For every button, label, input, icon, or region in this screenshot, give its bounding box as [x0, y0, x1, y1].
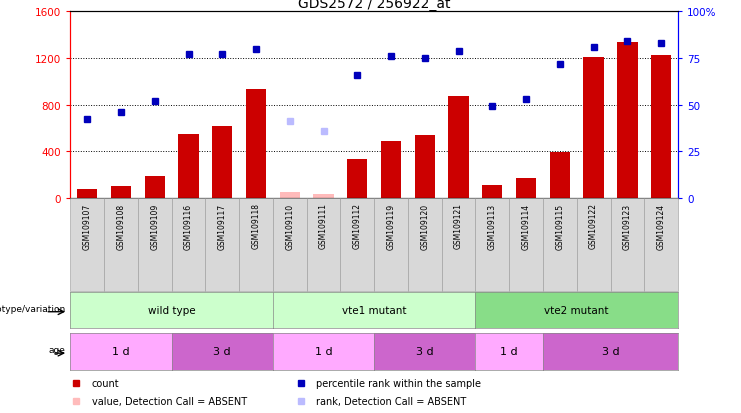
- Text: GSM109110: GSM109110: [285, 203, 294, 249]
- Text: GSM109117: GSM109117: [218, 203, 227, 249]
- Text: GSM109111: GSM109111: [319, 203, 328, 249]
- Bar: [313, 195, 333, 198]
- Text: GSM109123: GSM109123: [623, 203, 632, 249]
- Bar: [509, 198, 543, 291]
- Bar: [179, 135, 199, 198]
- Bar: [583, 58, 604, 198]
- Bar: [138, 198, 172, 291]
- Text: GSM109109: GSM109109: [150, 203, 159, 249]
- Text: 3 d: 3 d: [213, 347, 231, 356]
- Bar: [273, 198, 307, 291]
- Text: GSM109124: GSM109124: [657, 203, 665, 249]
- Bar: [448, 97, 469, 198]
- Bar: [246, 90, 266, 198]
- Text: value, Detection Call = ABSENT: value, Detection Call = ABSENT: [92, 396, 247, 406]
- Text: rank, Detection Call = ABSENT: rank, Detection Call = ABSENT: [316, 396, 467, 406]
- Bar: [205, 198, 239, 291]
- Title: GDS2572 / 256922_at: GDS2572 / 256922_at: [298, 0, 451, 12]
- Text: wild type: wild type: [148, 305, 196, 315]
- Bar: [550, 153, 570, 198]
- Bar: [279, 192, 300, 198]
- Bar: [104, 198, 138, 291]
- Text: GSM109120: GSM109120: [420, 203, 429, 249]
- Text: GSM109114: GSM109114: [522, 203, 531, 249]
- Bar: [70, 198, 104, 291]
- Text: 1 d: 1 d: [315, 347, 333, 356]
- Text: GSM109108: GSM109108: [116, 203, 125, 249]
- Text: vte1 mutant: vte1 mutant: [342, 305, 407, 315]
- Bar: [172, 198, 205, 291]
- Bar: [111, 187, 131, 198]
- Text: age: age: [48, 345, 65, 354]
- Text: vte2 mutant: vte2 mutant: [545, 305, 609, 315]
- Bar: [408, 198, 442, 291]
- Text: 1 d: 1 d: [500, 347, 518, 356]
- Bar: [651, 55, 671, 198]
- Text: 1 d: 1 d: [112, 347, 130, 356]
- Text: GSM109116: GSM109116: [184, 203, 193, 249]
- Text: GSM109119: GSM109119: [387, 203, 396, 249]
- Bar: [644, 198, 678, 291]
- Bar: [144, 177, 165, 198]
- Text: percentile rank within the sample: percentile rank within the sample: [316, 378, 482, 388]
- Text: GSM109113: GSM109113: [488, 203, 497, 249]
- Bar: [617, 43, 637, 198]
- Text: 3 d: 3 d: [602, 347, 619, 356]
- Bar: [239, 198, 273, 291]
- Bar: [340, 198, 374, 291]
- Bar: [348, 160, 368, 198]
- Bar: [381, 141, 401, 198]
- Text: genotype/variation: genotype/variation: [0, 304, 65, 313]
- Bar: [374, 198, 408, 291]
- Text: GSM109122: GSM109122: [589, 203, 598, 249]
- Text: GSM109121: GSM109121: [454, 203, 463, 249]
- Text: GSM109118: GSM109118: [251, 203, 261, 249]
- Text: GSM109112: GSM109112: [353, 203, 362, 249]
- Bar: [516, 178, 536, 198]
- Bar: [543, 198, 576, 291]
- Bar: [212, 127, 233, 198]
- Text: GSM109115: GSM109115: [555, 203, 565, 249]
- Text: GSM109107: GSM109107: [83, 203, 92, 249]
- Bar: [307, 198, 340, 291]
- Bar: [442, 198, 476, 291]
- Bar: [77, 190, 97, 198]
- Bar: [611, 198, 644, 291]
- Bar: [576, 198, 611, 291]
- Bar: [476, 198, 509, 291]
- Text: count: count: [92, 378, 119, 388]
- Bar: [482, 185, 502, 198]
- Text: 3 d: 3 d: [416, 347, 433, 356]
- Bar: [415, 136, 435, 198]
